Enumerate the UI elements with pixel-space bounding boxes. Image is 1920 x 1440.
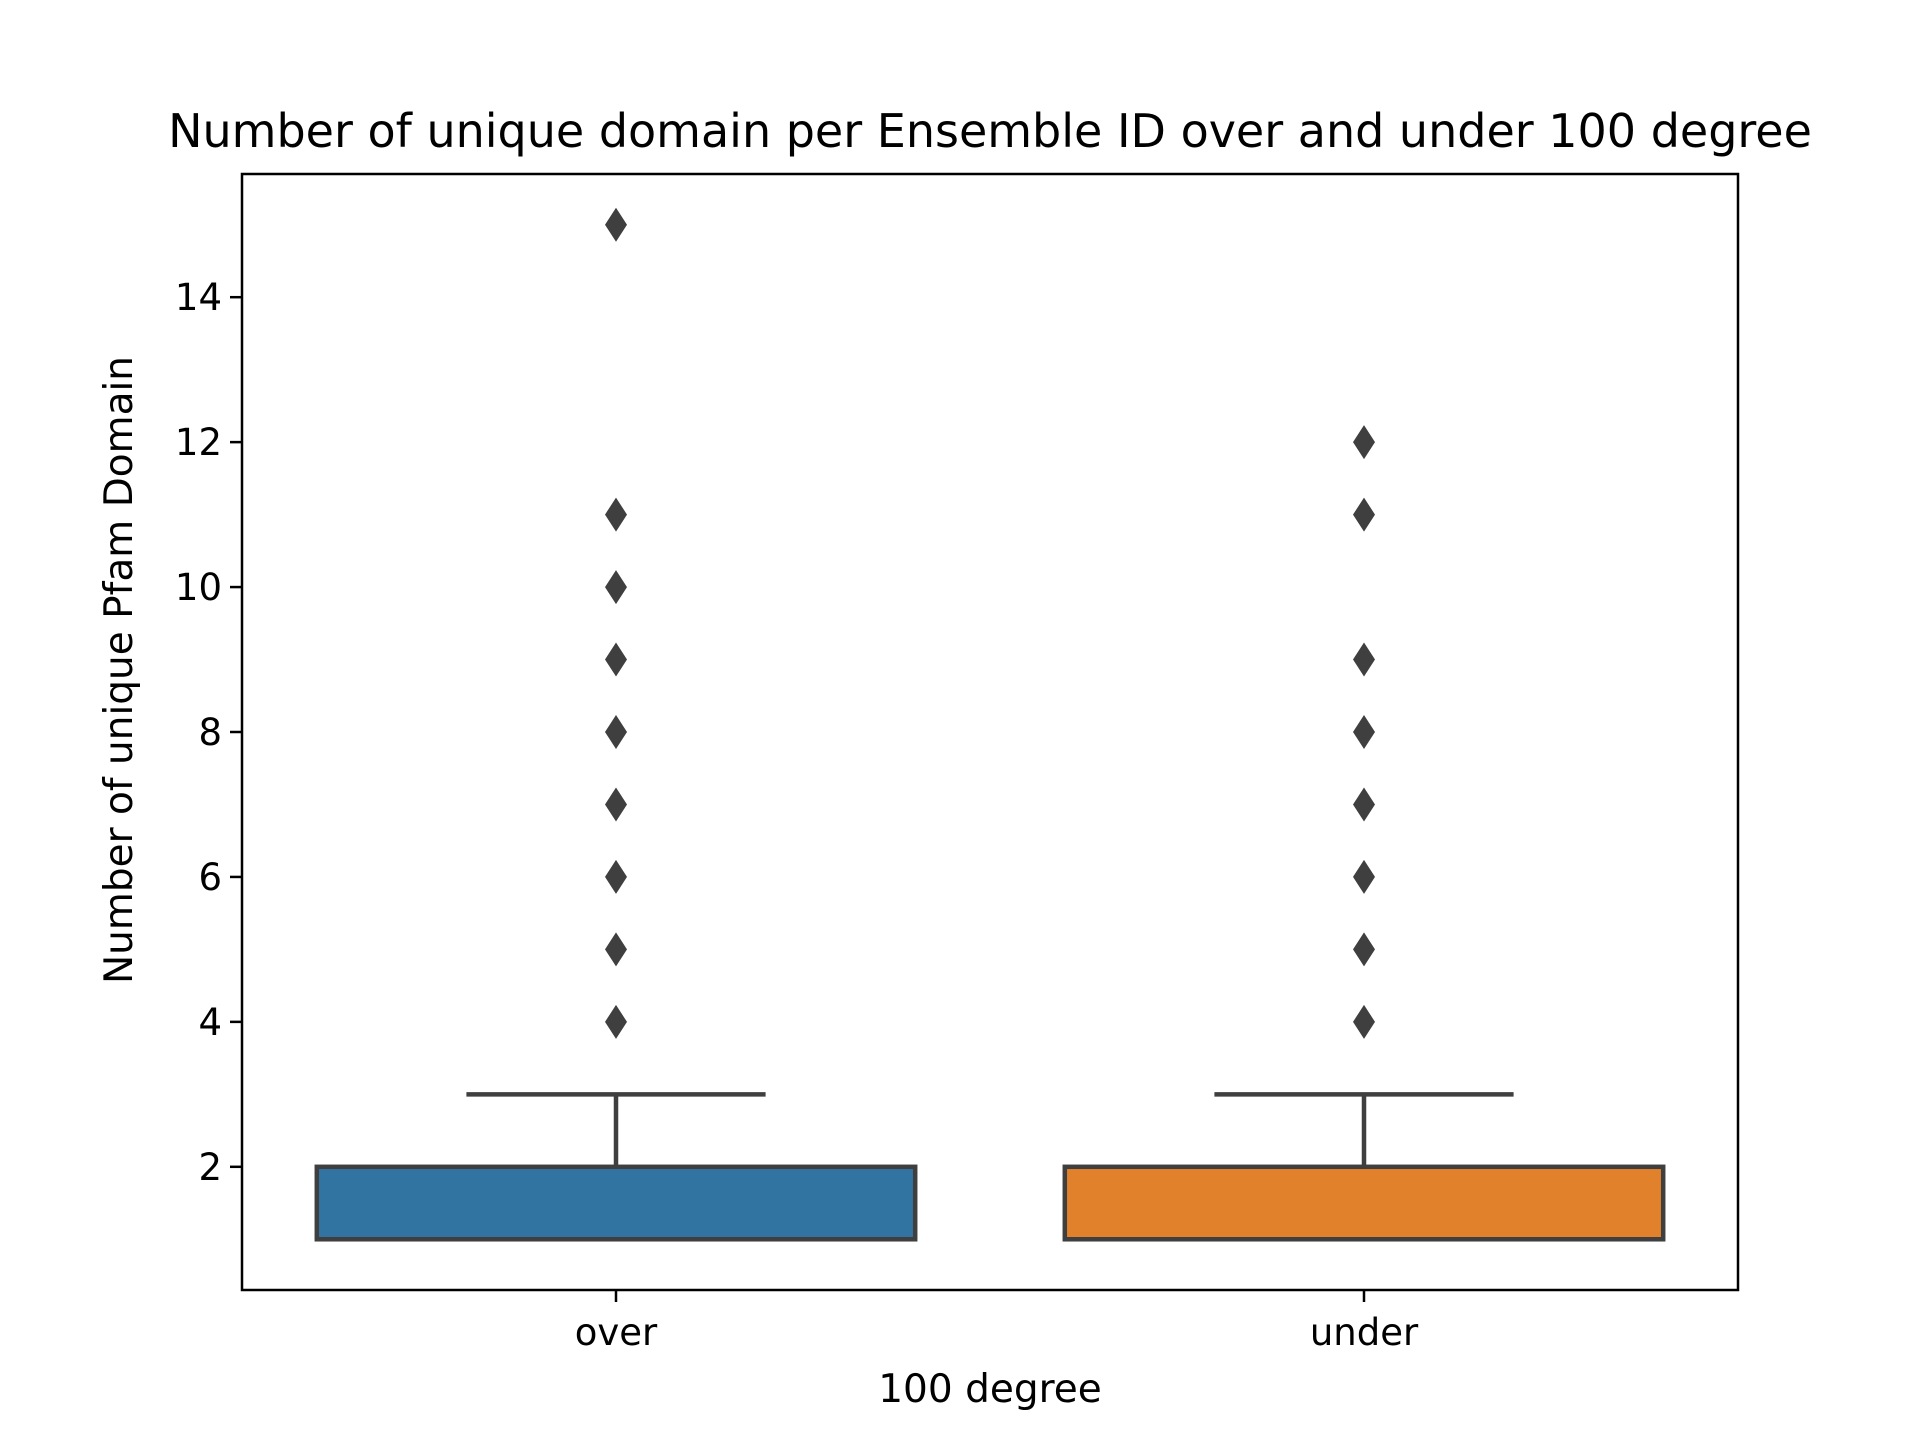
outlier-over <box>605 787 627 822</box>
outlier-over <box>605 859 627 894</box>
y-tick-label: 2 <box>198 1146 222 1189</box>
outlier-under <box>1353 715 1375 749</box>
plot-frame <box>240 172 1740 1292</box>
outlier-under <box>1353 787 1375 822</box>
x-tick-label-over: over <box>575 1311 658 1354</box>
outlier-over <box>605 570 627 605</box>
x-axis-label: 100 degree <box>878 1367 1102 1412</box>
box-under <box>1062 1164 1666 1242</box>
y-tick-label: 6 <box>198 856 222 899</box>
x-tick-label-under: under <box>1310 1311 1419 1354</box>
outlier-over <box>605 642 627 677</box>
outlier-under <box>1353 859 1375 894</box>
y-tick-label: 10 <box>175 566 222 609</box>
outlier-under <box>1353 425 1375 460</box>
outlier-over <box>605 207 627 242</box>
outlier-under <box>1353 497 1375 532</box>
outlier-under <box>1353 932 1375 967</box>
y-tick-label: 12 <box>175 421 222 464</box>
y-tick-label: 8 <box>198 711 222 754</box>
y-axis-label: Number of unique Pfam Domain <box>97 356 142 984</box>
outlier-over <box>605 1004 627 1039</box>
plot-area: 2 4 6 8 10 12 14 over under <box>175 172 1740 1354</box>
outlier-under <box>1353 642 1375 677</box>
outlier-over <box>605 932 627 967</box>
chart-title: Number of unique domain per Ensemble ID … <box>168 104 1812 158</box>
outlier-over <box>605 715 627 749</box>
outlier-under <box>1353 1004 1375 1039</box>
y-tick-label: 4 <box>198 1001 222 1044</box>
outlier-over <box>605 497 627 532</box>
box-over <box>314 1164 918 1242</box>
y-tick-label: 14 <box>175 276 222 319</box>
